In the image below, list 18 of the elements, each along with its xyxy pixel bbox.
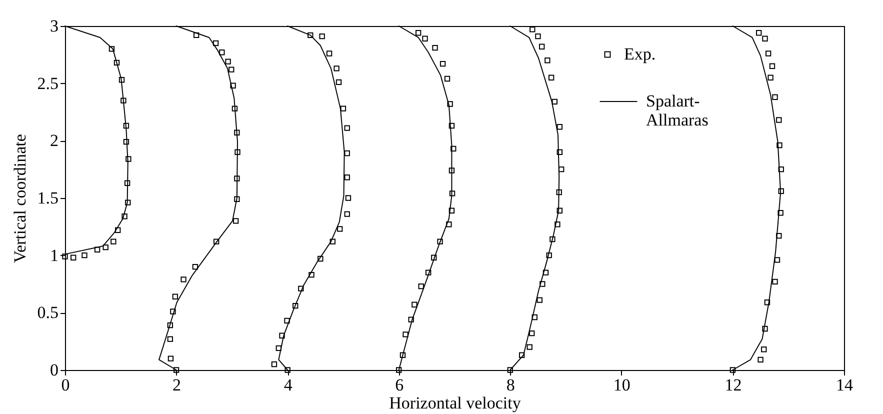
y-tick-label: 1 xyxy=(50,246,58,265)
x-tick-label: 6 xyxy=(395,376,404,394)
y-tick-label: 2 xyxy=(50,131,58,150)
x-tick-label: 4 xyxy=(284,376,293,394)
x-tick-label: 10 xyxy=(613,376,630,394)
x-tick-label: 8 xyxy=(506,376,515,394)
x-tick-label: 14 xyxy=(836,376,854,394)
y-tick-label: 1.5 xyxy=(37,188,58,208)
y-tick-label: 2.5 xyxy=(37,74,58,93)
y-tick-label: 3 xyxy=(50,16,58,36)
y-tick-label: 0 xyxy=(50,360,58,380)
y-tick-label: 0.5 xyxy=(37,303,58,322)
legend-label: Spalart-Allmaras xyxy=(646,92,708,130)
x-axis-title: Horizontal velocity xyxy=(389,394,522,412)
legend-label: Exp. xyxy=(624,44,656,64)
x-tick-label: 2 xyxy=(172,376,182,394)
y-axis-title: Vertical coordinate xyxy=(10,134,30,263)
x-tick-label: 12 xyxy=(724,376,742,394)
